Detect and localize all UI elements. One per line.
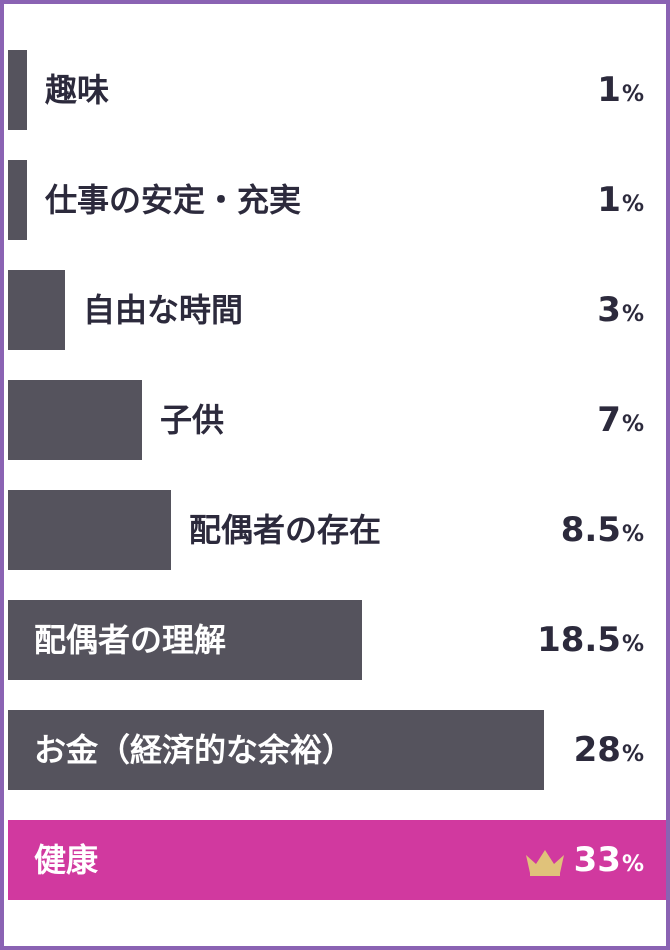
- percent-unit: %: [621, 192, 644, 217]
- percent-unit: %: [621, 742, 644, 767]
- value-number: 28: [573, 730, 621, 770]
- value-label: 33%: [524, 820, 644, 900]
- percent-unit: %: [621, 82, 644, 107]
- category-label: 配偶者の理解: [34, 621, 227, 659]
- value-number: 1: [597, 70, 621, 110]
- value-number: 33: [573, 840, 621, 880]
- value-label: 18.5%: [537, 600, 644, 680]
- value-number: 1: [597, 180, 621, 220]
- category-label: お金（経済的な余裕）: [34, 731, 355, 769]
- category-label: 自由な時間: [83, 291, 244, 329]
- value-number: 8.5: [560, 510, 621, 550]
- value-label: 8.5%: [561, 490, 644, 570]
- bar: [8, 270, 65, 350]
- category-label: 配偶者の存在: [189, 511, 382, 549]
- bar-row: 配偶者の存在 8.5%: [4, 490, 666, 570]
- value-label: 28%: [574, 710, 644, 790]
- percent-unit: %: [621, 412, 644, 437]
- value-label: 1%: [597, 160, 644, 240]
- category-label: 子供: [160, 401, 225, 439]
- crown-icon: [525, 849, 564, 876]
- category-label: 仕事の安定・充実: [45, 181, 302, 219]
- bar-row: 趣味 1%: [4, 50, 666, 130]
- bar-row: 仕事の安定・充実 1%: [4, 160, 666, 240]
- percent-unit: %: [621, 632, 644, 657]
- bar: [8, 50, 27, 130]
- percent-unit: %: [621, 522, 644, 547]
- bar: [8, 490, 171, 570]
- bar-row: 自由な時間 3%: [4, 270, 666, 350]
- bar-row: 配偶者の理解 18.5%: [4, 600, 666, 680]
- value-label: 3%: [597, 270, 644, 350]
- bar: [8, 380, 142, 460]
- bar: [8, 710, 544, 790]
- bar: [8, 820, 666, 900]
- category-label: 趣味: [45, 71, 110, 109]
- bar-row: お金（経済的な余裕） 28%: [4, 710, 666, 790]
- bar: [8, 600, 362, 680]
- category-label: 健康: [34, 841, 99, 879]
- bar-row: 子供 7%: [4, 380, 666, 460]
- bar: [8, 160, 27, 240]
- value-number: 7: [597, 400, 621, 440]
- value-number: 3: [597, 290, 621, 330]
- value-number: 18.5: [537, 620, 621, 660]
- percent-unit: %: [621, 852, 644, 877]
- percent-unit: %: [621, 302, 644, 327]
- value-label: 7%: [597, 380, 644, 460]
- bar-row: 健康 33%: [4, 820, 666, 900]
- value-label: 1%: [597, 50, 644, 130]
